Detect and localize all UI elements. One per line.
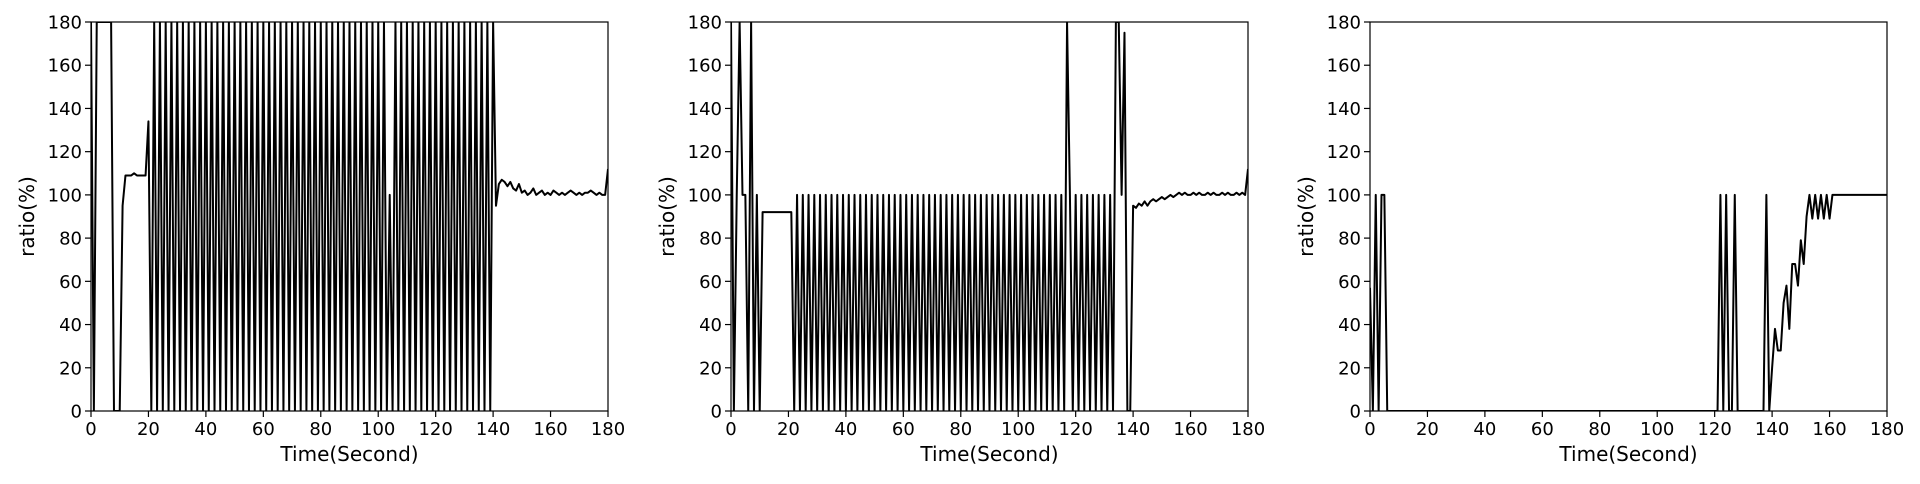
y-tick-label: 180 [1327, 13, 1361, 34]
x-tick-label: 120 [1697, 419, 1731, 440]
y-axis-label: ratio(%) [15, 176, 39, 257]
y-tick-label: 60 [699, 272, 722, 293]
x-tick-label: 80 [949, 419, 972, 440]
y-tick-label: 140 [688, 99, 722, 120]
subplot: 0 20 40 60 80 100 120 140 160 180 0 20 40 60 80 100 120 1… [15, 13, 625, 467]
y-tick-label: 140 [1327, 99, 1361, 120]
x-tick-label: 140 [1116, 419, 1150, 440]
y-tick-label: 100 [48, 185, 82, 206]
y-tick-label: 0 [1350, 402, 1361, 423]
x-tick-label: 60 [1531, 419, 1554, 440]
y-tick-label: 0 [711, 402, 722, 423]
x-tick-label: 40 [1473, 419, 1496, 440]
x-tick-label: 140 [476, 419, 510, 440]
x-tick-label: 0 [1364, 419, 1375, 440]
y-tick-label: 100 [688, 185, 722, 206]
y-tick-label: 20 [1338, 358, 1361, 379]
y-tick-label: 60 [59, 272, 82, 293]
data-line [91, 22, 608, 411]
y-tick-label: 40 [699, 315, 722, 336]
x-axis-label: Time(Second) [919, 442, 1058, 466]
y-axis-label: ratio(%) [655, 176, 679, 257]
x-tick-label: 80 [1588, 419, 1611, 440]
x-tick-label: 0 [725, 419, 736, 440]
y-tick-label: 100 [1327, 185, 1361, 206]
x-tick-label: 40 [834, 419, 857, 440]
x-tick-label: 180 [1231, 419, 1265, 440]
x-tick-label: 140 [1755, 419, 1789, 440]
x-tick-label: 100 [1640, 419, 1674, 440]
y-tick-label: 40 [59, 315, 82, 336]
x-tick-label: 60 [892, 419, 915, 440]
y-tick-label: 160 [688, 56, 722, 77]
x-tick-label: 20 [777, 419, 800, 440]
y-tick-label: 120 [1327, 142, 1361, 163]
axes-frame [730, 21, 1249, 412]
axes-frame [90, 21, 609, 412]
y-axis-label: ratio(%) [1294, 176, 1318, 257]
x-tick-label: 20 [137, 419, 160, 440]
y-tick-label: 20 [59, 358, 82, 379]
y-tick-label: 120 [688, 142, 722, 163]
x-tick-label: 160 [533, 419, 567, 440]
x-tick-label: 120 [1058, 419, 1092, 440]
subplot: 0 20 40 60 80 100 120 140 160 180 0 20 40 60 80 100 120 1… [655, 13, 1265, 467]
x-tick-label: 80 [309, 419, 332, 440]
y-tick-label: 40 [1338, 315, 1361, 336]
x-axis-label: Time(Second) [279, 442, 418, 466]
x-tick-label: 100 [361, 419, 395, 440]
x-tick-label: 0 [85, 419, 96, 440]
x-tick-label: 20 [1416, 419, 1439, 440]
y-tick-label: 80 [1338, 229, 1361, 250]
data-line [731, 22, 1248, 411]
y-tick-label: 140 [48, 99, 82, 120]
y-tick-label: 60 [1338, 272, 1361, 293]
x-tick-label: 180 [591, 419, 625, 440]
x-tick-label: 160 [1173, 419, 1207, 440]
x-tick-label: 40 [194, 419, 217, 440]
axes-frame [1369, 21, 1888, 412]
y-tick-label: 120 [48, 142, 82, 163]
y-tick-label: 0 [71, 402, 82, 423]
y-tick-label: 160 [48, 56, 82, 77]
y-tick-label: 180 [48, 13, 82, 34]
y-tick-label: 180 [688, 13, 722, 34]
y-tick-label: 80 [59, 229, 82, 250]
y-tick-label: 160 [1327, 56, 1361, 77]
y-tick-label: 20 [699, 358, 722, 379]
x-tick-label: 180 [1870, 419, 1904, 440]
x-tick-label: 160 [1812, 419, 1846, 440]
x-tick-label: 100 [1001, 419, 1035, 440]
y-tick-label: 80 [699, 229, 722, 250]
subplot: 0 20 40 60 80 100 120 140 160 180 0 20 40 60 80 100 120 1… [1294, 13, 1904, 467]
x-tick-label: 120 [418, 419, 452, 440]
x-axis-label: Time(Second) [1558, 442, 1697, 466]
data-line [1370, 193, 1887, 411]
x-tick-label: 60 [252, 419, 275, 440]
